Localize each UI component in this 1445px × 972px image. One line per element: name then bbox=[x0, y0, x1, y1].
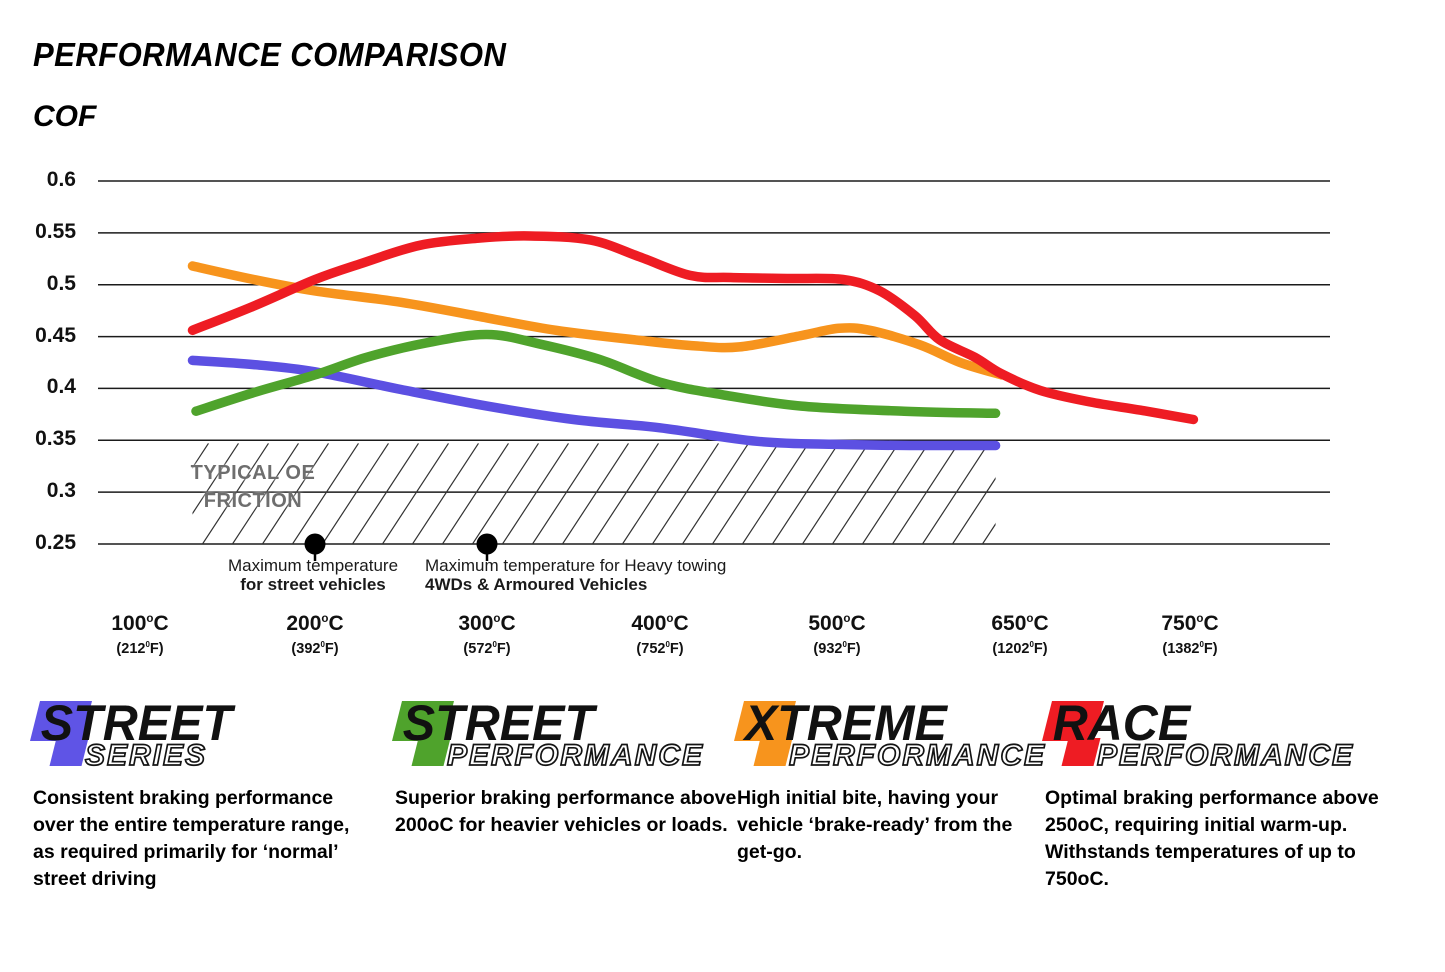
legend-description: High initial bite, having your vehicle ‘… bbox=[737, 787, 1013, 863]
x-tick-label: 100oC (2120F) bbox=[111, 612, 169, 657]
y-axis-title: COF bbox=[33, 100, 97, 133]
logo-word2: PERFORMANCE bbox=[446, 739, 705, 772]
series-line-race-performance bbox=[187, 231, 1199, 425]
series-line-xtreme-performance bbox=[187, 261, 1007, 380]
oe-label-line2: FRICTION bbox=[203, 490, 303, 512]
oe-friction-hatch bbox=[192, 443, 996, 544]
legend-item-street-series: STREET SERIES Consistent braking performan… bbox=[30, 695, 368, 893]
annotation-line-bold: 4WDs & Armoured Vehicles bbox=[425, 575, 648, 594]
annotation-line: Maximum temperature for Heavy towing bbox=[425, 556, 727, 575]
performance-comparison-chart bbox=[98, 180, 1330, 561]
logo-word2: PERFORMANCE bbox=[1096, 739, 1355, 772]
logo-word1: STREET bbox=[402, 695, 595, 751]
x-tick-label: 200oC (3920F) bbox=[286, 612, 344, 657]
legend-item-street-performance: STREET PERFORMANCE Superior braking perfor… bbox=[392, 695, 740, 839]
x-tick-label: 500oC (9320F) bbox=[808, 612, 866, 657]
logo-word1: STREET bbox=[40, 695, 233, 751]
logo-word2: SERIES bbox=[84, 739, 208, 772]
marker-dot bbox=[476, 533, 498, 555]
annotation-street-max-temp: Maximum temperature for street vehicles bbox=[193, 556, 433, 594]
page-title: PERFORMANCE COMPARISON bbox=[33, 36, 507, 73]
y-tick-label: 0.5 bbox=[46, 271, 76, 295]
annotation-line-bold: for street vehicles bbox=[240, 575, 386, 594]
legend-item-race-performance: RACE PERFORMANCE Optimal braking performan… bbox=[1042, 695, 1385, 893]
legend-description: Consistent braking performance over the … bbox=[33, 787, 350, 890]
typical-oe-friction-label: TYPICAL OE FRICTION bbox=[178, 459, 328, 515]
y-tick-label: 0.55 bbox=[35, 219, 76, 243]
logo-word1: XTREME bbox=[744, 695, 947, 751]
y-tick-label: 0.35 bbox=[35, 427, 76, 451]
y-tick-label: 0.4 bbox=[46, 375, 76, 399]
annotation-towing-max-temp: Maximum temperature for Heavy towing 4WD… bbox=[425, 556, 726, 594]
x-tick-label: 750oC (13820F) bbox=[1161, 612, 1219, 657]
marker-dot bbox=[304, 533, 326, 555]
brand-logo: XTREME PERFORMANCE bbox=[734, 695, 1047, 776]
y-tick-label: 0.45 bbox=[35, 323, 76, 347]
brand-logo: STREET PERFORMANCE bbox=[392, 695, 740, 776]
series-line-street-performance bbox=[191, 329, 1001, 419]
x-tick-label: 400oC (7520F) bbox=[631, 612, 689, 657]
logo-word1: RACE bbox=[1052, 695, 1191, 751]
annotation-line: Maximum temperature bbox=[227, 556, 399, 575]
y-tick-label: 0.6 bbox=[46, 168, 76, 191]
x-tick-label: 650oC (12020F) bbox=[991, 612, 1049, 657]
oe-label-line1: TYPICAL OE bbox=[190, 462, 316, 484]
legend-item-xtreme-performance: XTREME PERFORMANCE High initial bite, havi… bbox=[734, 695, 1047, 866]
brand-logo: RACE PERFORMANCE bbox=[1042, 695, 1385, 776]
y-tick-label: 0.25 bbox=[35, 531, 76, 554]
brand-logo: STREET SERIES bbox=[30, 695, 368, 776]
logo-word2: PERFORMANCE bbox=[788, 739, 1047, 772]
y-tick-label: 0.3 bbox=[46, 479, 76, 503]
legend-description: Superior braking performance above 200oC… bbox=[395, 787, 737, 836]
legend-description: Optimal braking performance above 250oC,… bbox=[1045, 787, 1379, 890]
x-tick-label: 300oC (5720F) bbox=[458, 612, 516, 657]
